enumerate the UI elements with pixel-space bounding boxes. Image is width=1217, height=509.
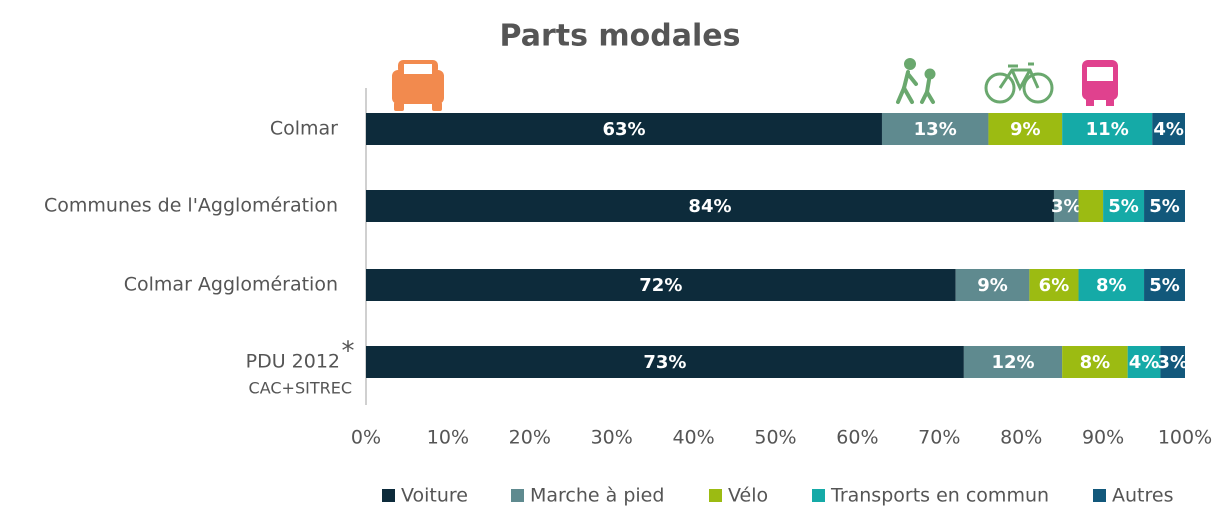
value-label: 72%	[639, 275, 682, 296]
bar-segment	[955, 269, 1030, 301]
bike-icon	[984, 62, 1054, 104]
value-label: 4%	[1129, 352, 1160, 373]
value-label: 13%	[914, 119, 957, 140]
bar-segment	[1078, 190, 1104, 222]
value-label: 8%	[1080, 352, 1111, 373]
bar-segment	[1127, 346, 1161, 378]
bar-segment	[1152, 113, 1185, 145]
x-tick-label: 70%	[918, 427, 960, 449]
category-sublabel: CAC+SITREC	[249, 379, 352, 398]
x-tick-label: 10%	[427, 427, 469, 449]
bar-segment	[881, 113, 989, 145]
legend-swatch	[812, 489, 825, 502]
legend-label: Autres	[1112, 485, 1173, 507]
value-label: 63%	[602, 119, 645, 140]
legend-label: Vélo	[728, 485, 768, 507]
car-icon	[392, 60, 444, 111]
legend-swatch	[382, 489, 395, 502]
x-tick-label: 100%	[1158, 427, 1212, 449]
legend-swatch	[511, 489, 524, 502]
category-label: PDU 2012	[246, 351, 340, 373]
value-label: 12%	[991, 352, 1034, 373]
value-label: 3%	[1051, 196, 1082, 217]
value-label: 6%	[1039, 275, 1070, 296]
category-label: Colmar Agglomération	[124, 274, 338, 296]
bar-segment	[366, 269, 956, 301]
value-label: 3%	[1157, 352, 1188, 373]
legend-label: Transports en commun	[830, 485, 1049, 507]
x-tick-label: 20%	[509, 427, 551, 449]
value-label: 11%	[1086, 119, 1129, 140]
legend-swatch	[709, 489, 722, 502]
value-label: 9%	[977, 275, 1008, 296]
category-label: Colmar	[270, 118, 338, 140]
bar-segment	[1062, 346, 1128, 378]
value-label: 5%	[1108, 196, 1139, 217]
bar-segment	[1078, 269, 1145, 301]
x-tick-label: 40%	[672, 427, 714, 449]
x-tick-label: 60%	[836, 427, 878, 449]
legend-label: Marche à pied	[530, 485, 664, 507]
bar-segment	[1029, 269, 1079, 301]
value-label: 5%	[1149, 196, 1180, 217]
bar-segment	[1160, 346, 1185, 378]
legend-swatch	[1093, 489, 1106, 502]
value-label: 8%	[1096, 275, 1127, 296]
bar-segment	[1103, 190, 1145, 222]
asterisk: *	[342, 337, 355, 367]
value-label: 73%	[643, 352, 686, 373]
bar-segment	[988, 113, 1063, 145]
bar-segment	[366, 346, 964, 378]
bar-segment	[366, 113, 882, 145]
bar-segment	[963, 346, 1063, 378]
bus-icon	[1082, 60, 1118, 106]
bar-segment	[1062, 113, 1153, 145]
legend-label: Voiture	[401, 485, 468, 507]
value-label: 5%	[1149, 275, 1180, 296]
bar-segment	[1144, 190, 1185, 222]
chart-title: Parts modales	[500, 19, 741, 54]
bar-segment	[1053, 190, 1079, 222]
x-tick-label: 30%	[591, 427, 633, 449]
x-tick-label: 50%	[754, 427, 796, 449]
value-label: 9%	[1010, 119, 1041, 140]
value-label: 84%	[688, 196, 731, 217]
x-tick-label: 80%	[1000, 427, 1042, 449]
value-label: 4%	[1153, 119, 1184, 140]
x-tick-label: 0%	[351, 427, 381, 449]
category-label: Communes de l'Agglomération	[44, 195, 338, 217]
bar-segment	[1144, 269, 1185, 301]
x-tick-label: 90%	[1082, 427, 1124, 449]
walkers-icon	[896, 58, 936, 104]
bar-segment	[366, 190, 1054, 222]
